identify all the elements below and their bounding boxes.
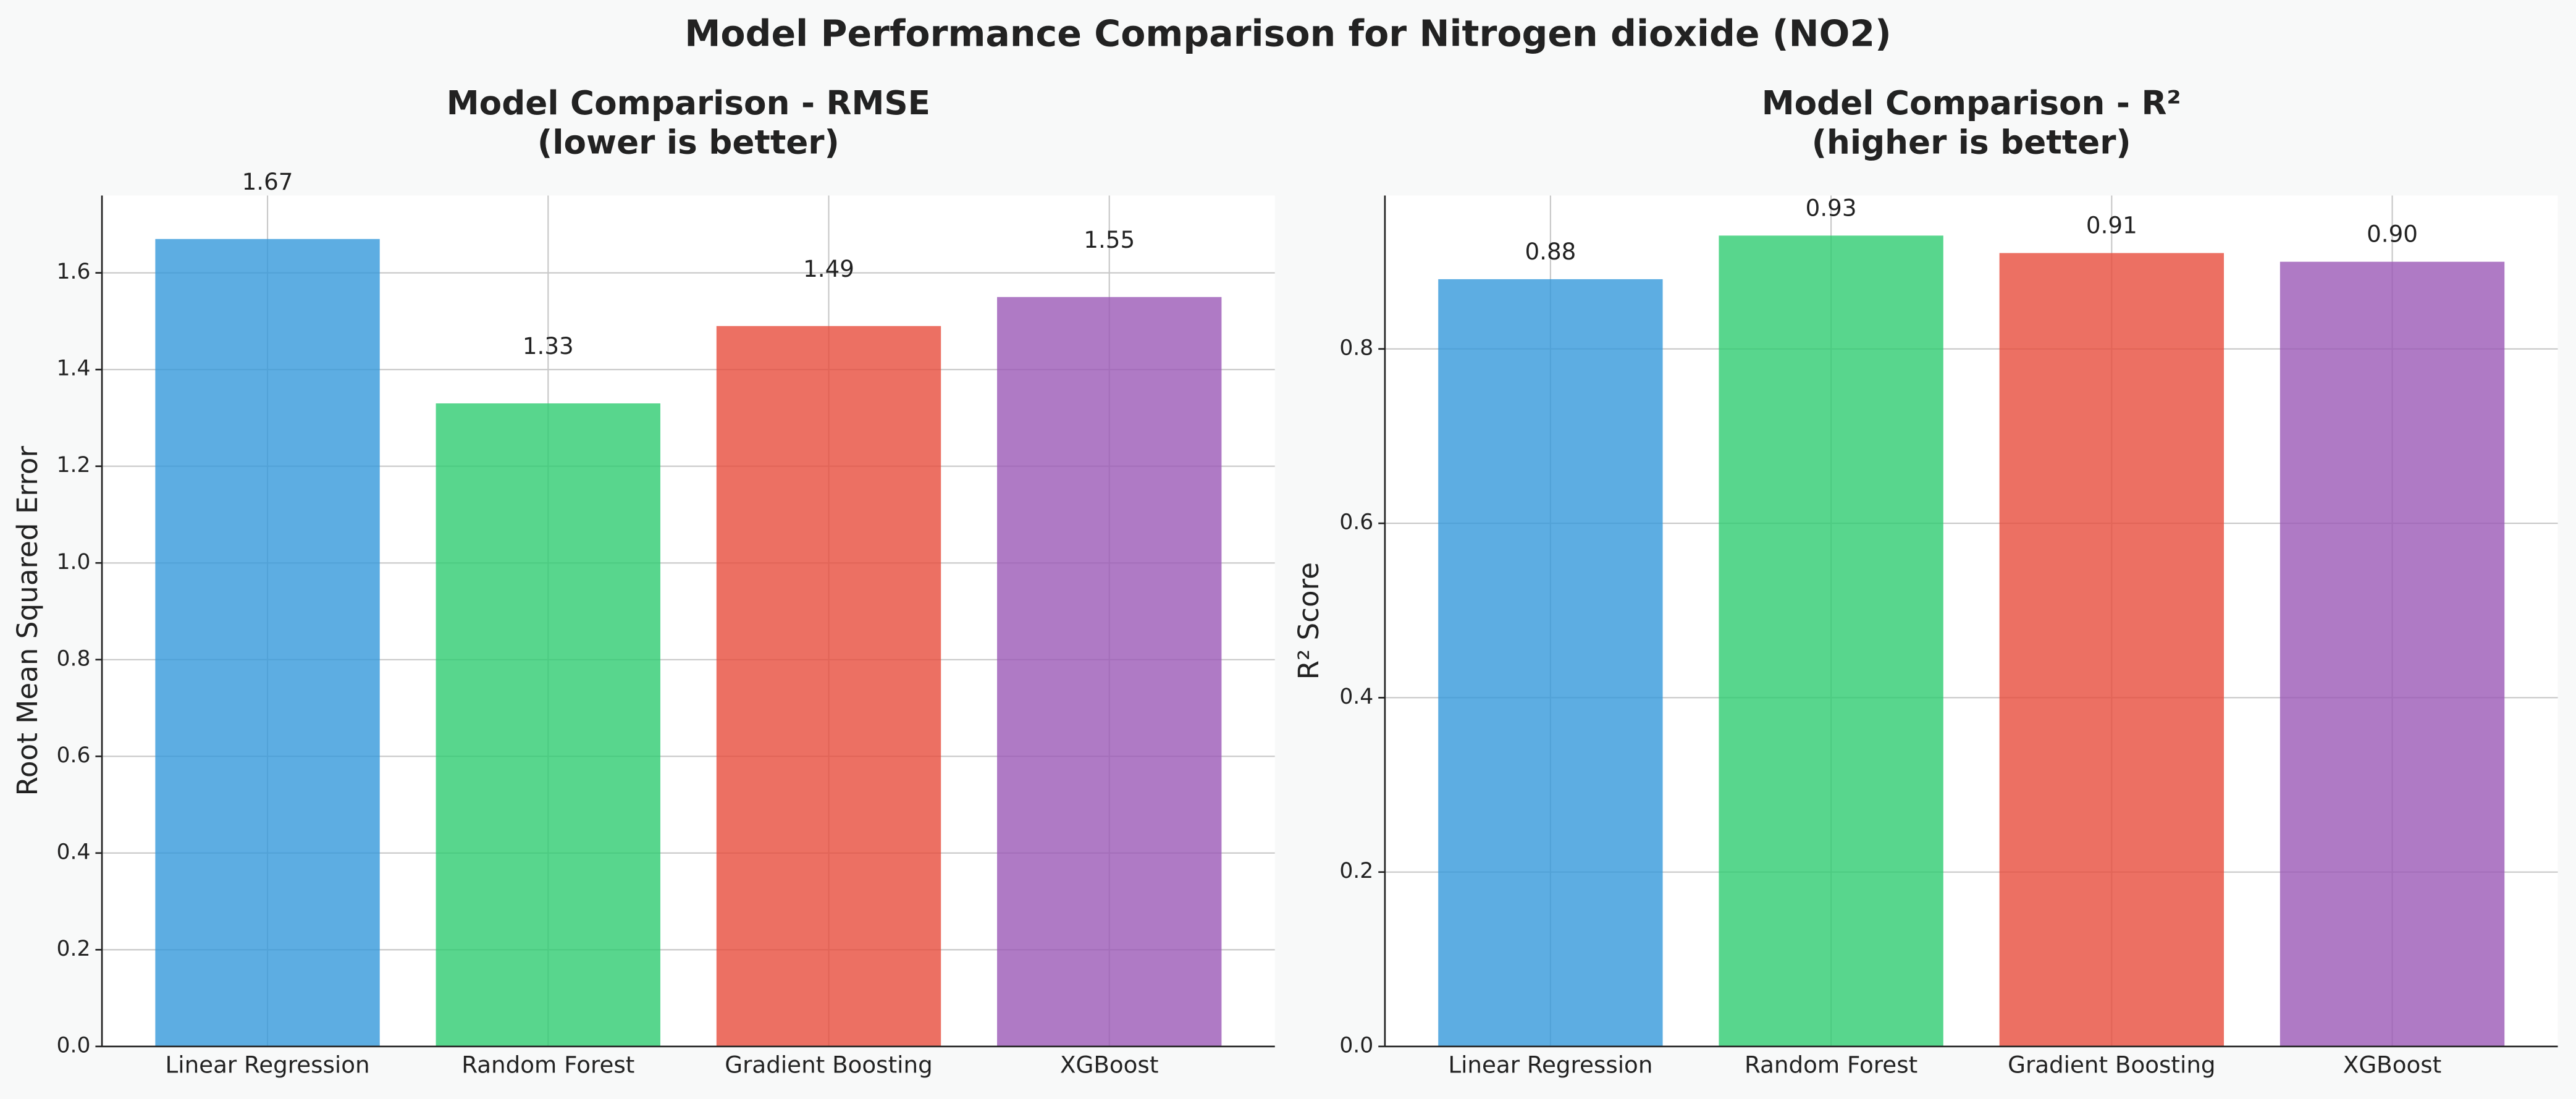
y-axis-label: Root Mean Squared Error <box>11 446 44 796</box>
y-tick-label: 0.4 <box>1339 684 1373 709</box>
y-tick-label: 1.6 <box>56 259 90 284</box>
y-axis-label: R² Score <box>1292 562 1325 680</box>
y-tick-label: 1.4 <box>56 356 90 381</box>
y-tick-label: 0.6 <box>56 743 90 768</box>
figure-title: Model Performance Comparison for Nitroge… <box>684 13 1892 55</box>
x-tick-label: Random Forest <box>1745 1051 1917 1078</box>
chart-subtitle: (lower is better) <box>537 124 840 162</box>
value-label: 0.91 <box>2086 212 2137 239</box>
value-label: 0.93 <box>1806 194 1857 221</box>
x-tick-label: Linear Regression <box>166 1051 370 1078</box>
value-label: 1.33 <box>523 332 574 360</box>
x-tick-label: Gradient Boosting <box>725 1051 932 1078</box>
bar <box>436 403 660 1046</box>
bar <box>155 238 380 1046</box>
y-tick-label: 0.4 <box>56 840 90 864</box>
x-tick-label: Gradient Boosting <box>2008 1051 2215 1078</box>
bar <box>1999 253 2225 1046</box>
bar <box>997 297 1222 1046</box>
chart-title: Model Comparison - RMSE <box>447 84 930 122</box>
value-label: 0.90 <box>2367 221 2418 248</box>
chart-subtitle: (higher is better) <box>1812 124 2131 162</box>
bar <box>716 326 941 1046</box>
y-tick-label: 1.2 <box>56 453 90 478</box>
value-label: 1.55 <box>1084 226 1135 253</box>
value-label: 1.49 <box>803 255 854 282</box>
y-tick-label: 0.8 <box>1339 335 1373 360</box>
y-tick-label: 0.6 <box>1339 510 1373 535</box>
x-tick-label: XGBoost <box>2343 1051 2441 1078</box>
y-tick-label: 0.0 <box>56 1033 90 1058</box>
y-tick-label: 1.0 <box>56 550 90 575</box>
x-tick-label: XGBoost <box>1060 1051 1158 1078</box>
chart-title: Model Comparison - R² <box>1762 84 2181 122</box>
y-tick-label: 0.2 <box>56 937 90 961</box>
value-label: 0.88 <box>1525 238 1576 265</box>
y-tick-label: 0.2 <box>1339 859 1373 883</box>
y-tick-label: 0.8 <box>56 646 90 671</box>
x-tick-label: Random Forest <box>461 1051 634 1078</box>
y-tick-label: 0.0 <box>1339 1033 1373 1058</box>
x-tick-label: Linear Regression <box>1448 1051 1652 1078</box>
bar <box>1438 279 1663 1046</box>
bar <box>1719 235 1943 1046</box>
value-label: 1.67 <box>242 168 293 195</box>
bar <box>2279 261 2505 1046</box>
